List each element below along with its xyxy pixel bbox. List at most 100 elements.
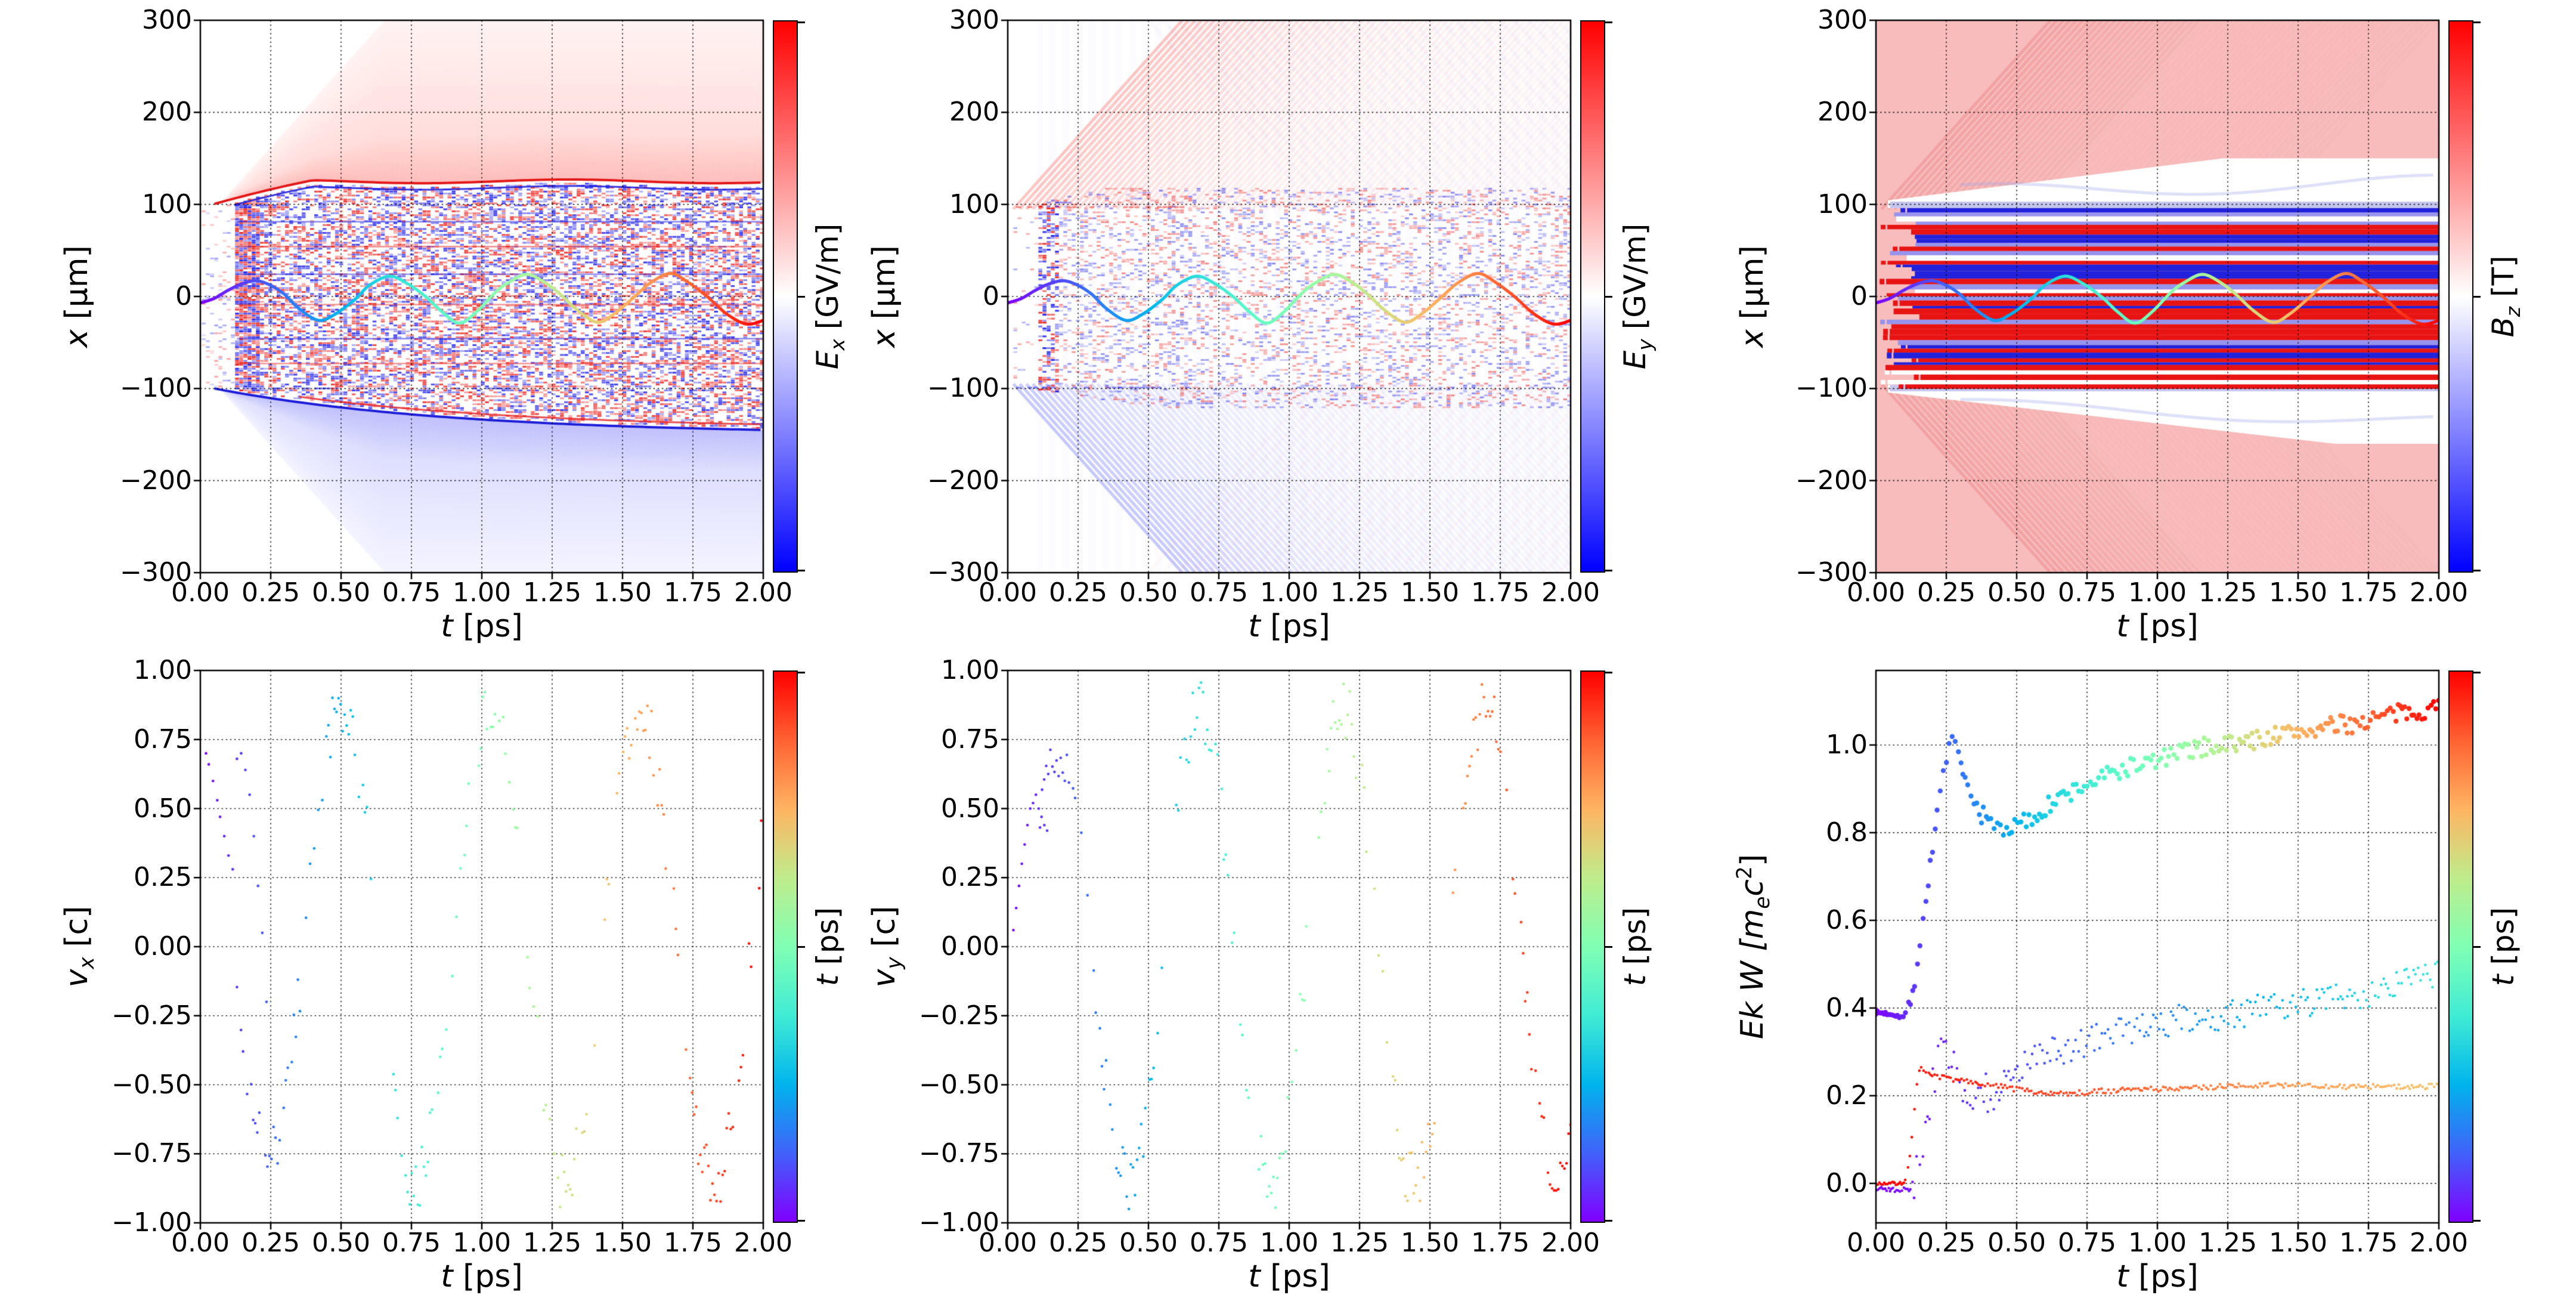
x-tick-label: 0.50 bbox=[1987, 577, 2046, 608]
x-tick-label: 1.50 bbox=[1401, 1228, 1459, 1258]
x-tick-label: 0.00 bbox=[979, 577, 1037, 608]
xlabel-unit: [ps] bbox=[2128, 608, 2199, 644]
ylabel-var: v bbox=[866, 969, 902, 988]
y-tick-label: 0 bbox=[983, 281, 999, 311]
y-tick-label: 0.6 bbox=[1826, 904, 1868, 935]
ex-x-axis-label: t [ps] bbox=[441, 611, 523, 642]
y-tick-label: 0.75 bbox=[134, 724, 192, 755]
x-tick-label: 0.00 bbox=[171, 577, 230, 608]
y-tick-label: −0.75 bbox=[919, 1138, 999, 1169]
y-tick-label: 300 bbox=[1818, 5, 1868, 35]
x-tick-label: 2.00 bbox=[1541, 577, 1600, 608]
vx-scatter-canvas bbox=[192, 662, 772, 1231]
x-tick-label: 0.75 bbox=[382, 1228, 441, 1258]
y-tick-label: 200 bbox=[949, 97, 999, 128]
x-tick-label: 1.00 bbox=[1260, 1228, 1318, 1258]
ylabel-unit: [c] bbox=[58, 905, 95, 957]
x-tick-label: 1.00 bbox=[2128, 1228, 2187, 1258]
y-tick-label: 0.00 bbox=[941, 931, 999, 962]
cblabel-unit: [T] bbox=[2486, 255, 2521, 307]
y-tick-label: −0.75 bbox=[112, 1138, 192, 1169]
x-tick-label: 0.75 bbox=[2058, 577, 2116, 608]
y-tick-label: 0 bbox=[175, 281, 192, 311]
y-tick-label: −300 bbox=[120, 557, 192, 588]
y-tick-label: 0.50 bbox=[134, 793, 192, 824]
x-tick-label: 1.75 bbox=[2339, 577, 2398, 608]
colorbar-tick bbox=[2473, 672, 2481, 673]
y-tick-label: −100 bbox=[120, 373, 192, 404]
cblabel-var: B bbox=[2486, 317, 2521, 338]
x-tick-label: 0.50 bbox=[312, 577, 370, 608]
ylabel-sup: 2 bbox=[1732, 866, 1757, 880]
cblabel-var: t bbox=[2486, 974, 2521, 987]
vy-colorbar bbox=[1580, 670, 1612, 1223]
x-tick-label: 0.50 bbox=[1119, 1228, 1178, 1258]
colorbar-tick bbox=[798, 1220, 805, 1222]
ylabel-sub: x bbox=[75, 957, 99, 969]
y-tick-label: 300 bbox=[142, 5, 192, 35]
y-tick-label: 0 bbox=[1851, 281, 1868, 311]
cblabel-unit: [ps] bbox=[2486, 907, 2521, 975]
ey-y-axis-label: x [μm] bbox=[866, 245, 905, 348]
y-tick-label: −0.50 bbox=[112, 1069, 192, 1100]
y-tick-label: 100 bbox=[142, 188, 192, 220]
x-tick-label: 1.75 bbox=[1471, 1228, 1530, 1258]
vy-colorbar-label: t [ps] bbox=[1618, 907, 1655, 987]
y-tick-label: −200 bbox=[120, 465, 192, 496]
vy-y-axis-label: vy [c] bbox=[866, 906, 906, 988]
cblabel-var: t bbox=[810, 974, 846, 987]
xlabel-var: t bbox=[1248, 608, 1261, 644]
x-tick-label: 1.25 bbox=[1330, 1228, 1389, 1258]
xlabel-unit: [ps] bbox=[2128, 1259, 2199, 1294]
x-tick-label: 0.75 bbox=[2058, 1228, 2116, 1258]
ek-y-axis-label: Ek W [mec2] bbox=[1732, 854, 1775, 1040]
x-tick-label: 0.50 bbox=[1119, 577, 1178, 608]
ylabel-sub: y bbox=[882, 957, 906, 969]
colorbar-tick bbox=[2473, 1220, 2481, 1222]
x-tick-label: 0.50 bbox=[312, 1228, 370, 1258]
y-tick-label: 300 bbox=[949, 5, 999, 35]
y-tick-label: 0.8 bbox=[1826, 817, 1868, 848]
vy-x-axis-label: t [ps] bbox=[1248, 1261, 1330, 1292]
xlabel-unit: [ps] bbox=[1260, 608, 1330, 644]
y-tick-label: 0.4 bbox=[1826, 992, 1868, 1023]
colorbar-tick bbox=[798, 21, 805, 23]
x-tick-label: 0.00 bbox=[1847, 1228, 1905, 1258]
x-tick-label: 1.75 bbox=[2339, 1228, 2398, 1258]
xlabel-var: t bbox=[2116, 1259, 2129, 1294]
colorbar-tick bbox=[1605, 1220, 1612, 1222]
cblabel-unit: [ps] bbox=[810, 907, 846, 975]
x-tick-label: 1.00 bbox=[1260, 577, 1318, 608]
xlabel-unit: [ps] bbox=[453, 608, 523, 644]
cblabel-unit: [ps] bbox=[1618, 907, 1653, 975]
y-tick-label: −300 bbox=[927, 557, 999, 588]
xlabel-unit: [ps] bbox=[453, 1259, 523, 1294]
y-tick-label: 1.00 bbox=[941, 655, 999, 685]
bz-y-axis-label: x [μm] bbox=[1735, 245, 1773, 348]
y-tick-label: 200 bbox=[142, 97, 192, 128]
x-tick-label: 2.00 bbox=[734, 577, 792, 608]
ylabel-unit: ] bbox=[1734, 854, 1770, 867]
y-tick-label: 200 bbox=[1818, 97, 1868, 128]
x-tick-label: 1.50 bbox=[2269, 1228, 2327, 1258]
x-tick-label: 0.75 bbox=[1190, 577, 1248, 608]
x-tick-label: 1.75 bbox=[664, 577, 722, 608]
vy-scatter-canvas bbox=[999, 662, 1579, 1231]
cblabel-var: t bbox=[1618, 974, 1653, 987]
colorbar-tick bbox=[1605, 672, 1612, 673]
colorbar-tick bbox=[1605, 21, 1612, 23]
ylabel-var: Ek W [m bbox=[1734, 908, 1770, 1040]
y-tick-label: −0.50 bbox=[919, 1069, 999, 1100]
vx-x-axis-label: t [ps] bbox=[441, 1261, 523, 1292]
y-tick-label: 100 bbox=[1818, 188, 1868, 220]
ylabel-var: v bbox=[58, 969, 95, 988]
ylabel-unit: [μm] bbox=[866, 245, 902, 330]
y-tick-label: −300 bbox=[1795, 557, 1868, 588]
x-tick-label: 0.25 bbox=[1049, 577, 1107, 608]
colorbar-tick bbox=[798, 570, 805, 571]
x-tick-label: 1.25 bbox=[523, 1228, 581, 1258]
y-tick-label: −0.25 bbox=[919, 1000, 999, 1031]
vx-colorbar-label: t [ps] bbox=[810, 907, 847, 987]
y-tick-label: 1.00 bbox=[134, 655, 192, 685]
